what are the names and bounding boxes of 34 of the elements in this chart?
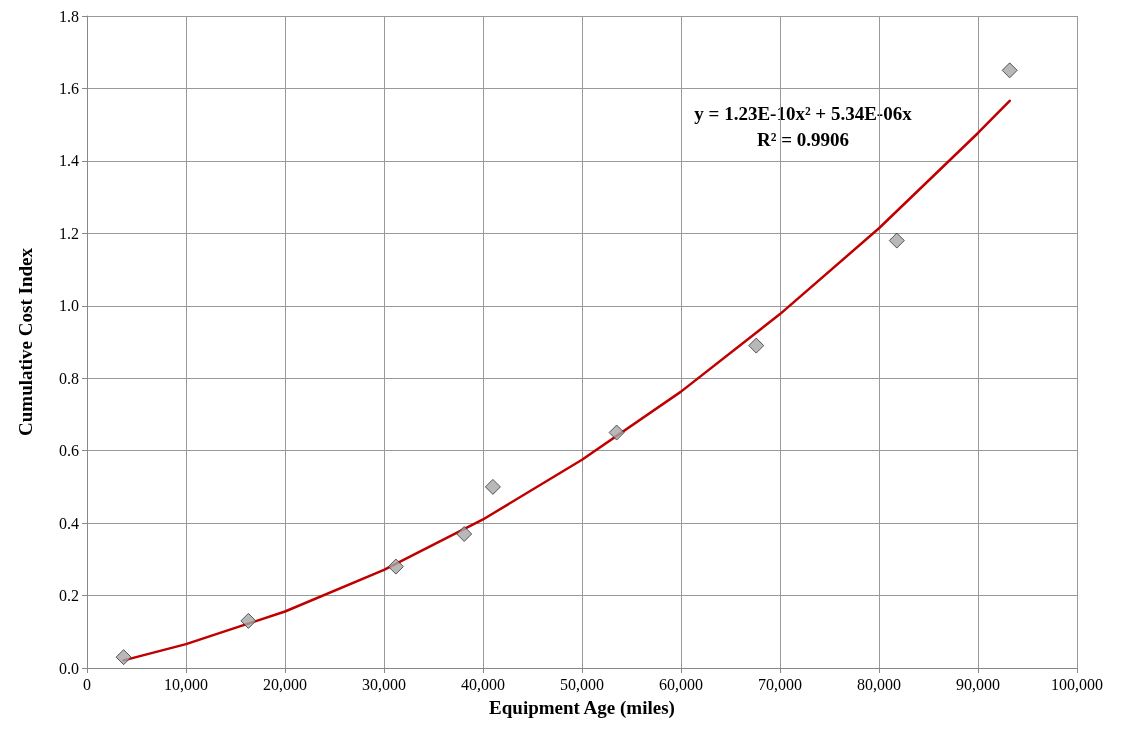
x-tick-label: 50,000 bbox=[560, 675, 604, 693]
point bbox=[608, 424, 625, 441]
annotation: y = 1.23E-10x² + 5.34E-06x bbox=[694, 103, 913, 124]
point bbox=[1001, 62, 1018, 79]
y-tick-label: 1.2 bbox=[59, 224, 79, 242]
y-tick-label: 0.0 bbox=[59, 659, 79, 677]
x-tick-label: 60,000 bbox=[659, 675, 703, 693]
y-tick-label: 0.8 bbox=[59, 369, 79, 387]
y-tick-label: 0.6 bbox=[59, 442, 79, 460]
point bbox=[748, 337, 765, 354]
x-tick-label: 80,000 bbox=[857, 675, 901, 693]
point bbox=[240, 612, 257, 629]
point bbox=[888, 232, 905, 249]
annotation: R² = 0.9906 bbox=[757, 129, 849, 150]
point bbox=[456, 525, 473, 542]
y-tick-label: 1.8 bbox=[59, 7, 79, 25]
x-axis-title: Equipment Age (miles) bbox=[489, 697, 675, 719]
point bbox=[115, 649, 132, 666]
y-axis-title: Cumulative Cost Index bbox=[15, 247, 36, 436]
y-tick-label: 1.6 bbox=[59, 79, 79, 97]
x-tick-label: 0 bbox=[83, 675, 91, 693]
y-tick-label: 1.0 bbox=[59, 297, 79, 315]
x-tick-label: 40,000 bbox=[461, 675, 505, 693]
x-tick-label: 10,000 bbox=[164, 675, 208, 693]
x-tick-label: 90,000 bbox=[956, 675, 1000, 693]
y-tick-label: 1.4 bbox=[59, 152, 79, 170]
point bbox=[387, 558, 404, 575]
x-tick-label: 100,000 bbox=[1051, 675, 1103, 693]
point bbox=[484, 478, 501, 495]
y-tick-label: 0.2 bbox=[59, 587, 79, 605]
x-tick-label: 20,000 bbox=[263, 675, 307, 693]
x-tick-label: 70,000 bbox=[758, 675, 802, 693]
x-tick-label: 30,000 bbox=[362, 675, 406, 693]
y-tick-label: 0.4 bbox=[59, 514, 79, 532]
